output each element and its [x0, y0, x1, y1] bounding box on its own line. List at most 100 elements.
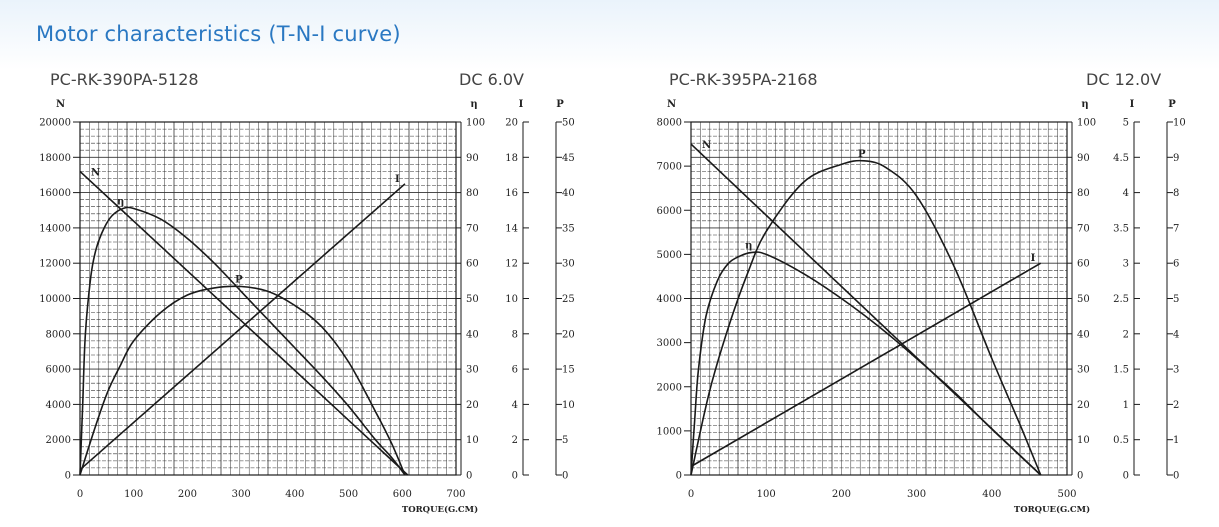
tick-label-p: 3 [1173, 365, 1179, 376]
axis-label-n: N [667, 99, 676, 110]
tick-label-eta: 70 [466, 223, 479, 234]
tick-label-eta: 100 [466, 118, 485, 129]
tick-label-i: 2.5 [1113, 294, 1129, 305]
tick-label-p: 8 [1173, 188, 1179, 199]
tick-label-eta: 40 [1077, 329, 1090, 340]
tick-label-p: 9 [1173, 153, 1179, 164]
tick-label-p: 1 [1173, 435, 1179, 446]
tick-label-p: 10 [562, 400, 575, 411]
tick-label-n: 7000 [657, 162, 682, 173]
tick-label-n: 5000 [657, 250, 682, 261]
tick-label-x: 200 [832, 489, 851, 500]
tick-label-x: 700 [446, 489, 465, 500]
tick-label-eta: 40 [466, 329, 479, 340]
tick-label-n: 4000 [657, 294, 682, 305]
series-label-p: P [235, 274, 243, 285]
tick-label-n: 18000 [39, 153, 71, 164]
series-line-eta [79, 206, 406, 476]
tick-label-p: 7 [1173, 223, 1179, 234]
axis-label-eta: η [1081, 99, 1088, 110]
tick-label-p: 20 [562, 329, 575, 340]
tick-label-i: 3 [1123, 259, 1129, 270]
tick-label-eta: 60 [466, 259, 479, 270]
tick-label-eta: 30 [466, 365, 479, 376]
series-label-eta: η [117, 196, 124, 207]
series-label-eta: η [745, 241, 752, 252]
tick-label-x: 300 [907, 489, 926, 500]
x-axis-title: TORQUE(G.CM) [402, 504, 478, 515]
tick-label-p: 0 [562, 471, 568, 482]
tick-label-eta: 50 [466, 294, 479, 305]
tick-label-eta: 30 [1077, 365, 1090, 376]
tick-label-eta: 0 [466, 471, 472, 482]
tick-label-x: 500 [1057, 489, 1076, 500]
tick-label-n: 0 [676, 471, 682, 482]
tick-label-eta: 10 [1077, 435, 1090, 446]
tick-label-x: 200 [178, 489, 197, 500]
tick-label-eta: 90 [466, 153, 479, 164]
chart-1-model-label: PC-RK-390PA-5128 [50, 70, 199, 89]
tick-label-x: 500 [339, 489, 358, 500]
axis-label-i: I [1130, 99, 1135, 110]
tick-label-p: 50 [562, 118, 575, 129]
page-title: Motor characteristics (T-N-I curve) [36, 22, 401, 46]
tick-label-n: 2000 [657, 382, 682, 393]
tick-label-n: 6000 [46, 365, 71, 376]
tick-label-i: 6 [512, 365, 518, 376]
series-label-n: N [91, 167, 100, 178]
tick-label-x: 600 [393, 489, 412, 500]
tick-label-n: 14000 [39, 223, 71, 234]
tick-label-p: 25 [562, 294, 575, 305]
tick-label-x: 100 [124, 489, 143, 500]
tick-label-p: 30 [562, 259, 575, 270]
tick-label-i: 0.5 [1113, 435, 1129, 446]
tick-label-i: 2 [1123, 329, 1129, 340]
tick-label-i: 2 [512, 435, 518, 446]
tick-label-i: 3.5 [1113, 223, 1129, 234]
tick-label-i: 14 [505, 223, 518, 234]
tick-label-n: 0 [65, 471, 71, 482]
tick-label-p: 0 [1173, 471, 1179, 482]
tick-label-n: 3000 [657, 338, 682, 349]
tick-label-eta: 10 [466, 435, 479, 446]
series-label-n: N [702, 140, 711, 151]
tick-label-p: 2 [1173, 400, 1179, 411]
tick-label-p: 35 [562, 223, 575, 234]
tick-label-x: 300 [232, 489, 251, 500]
tick-label-eta: 20 [466, 400, 479, 411]
tick-label-i: 4.5 [1113, 153, 1129, 164]
axis-label-i: I [519, 99, 524, 110]
tick-label-n: 2000 [46, 435, 71, 446]
tick-label-p: 4 [1173, 329, 1179, 340]
tick-label-i: 1.5 [1113, 365, 1129, 376]
tick-label-eta: 70 [1077, 223, 1090, 234]
series-line-eta [690, 251, 1042, 476]
tick-label-n: 4000 [46, 400, 71, 411]
series-line-p [79, 285, 406, 476]
tick-label-i: 16 [505, 188, 518, 199]
series-label-p: P [858, 149, 866, 160]
tick-label-i: 4 [1123, 188, 1129, 199]
tick-label-eta: 0 [1077, 471, 1083, 482]
tick-label-x: 100 [757, 489, 776, 500]
tick-label-eta: 100 [1077, 118, 1096, 129]
tick-label-eta: 90 [1077, 153, 1090, 164]
tick-label-n: 12000 [39, 259, 71, 270]
tick-label-p: 45 [562, 153, 575, 164]
tick-label-x: 400 [285, 489, 304, 500]
tick-label-x: 400 [982, 489, 1001, 500]
axis-label-n: N [56, 99, 65, 110]
tick-label-p: 40 [562, 188, 575, 199]
tick-label-i: 1 [1123, 400, 1129, 411]
tick-label-eta: 20 [1077, 400, 1090, 411]
tick-label-p: 10 [1173, 118, 1186, 129]
tick-label-p: 6 [1173, 259, 1179, 270]
chart-2-model-label: PC-RK-395PA-2168 [669, 70, 818, 89]
axis-label-p: P [1168, 99, 1176, 110]
tick-label-eta: 50 [1077, 294, 1090, 305]
tick-label-i: 0 [1123, 471, 1129, 482]
tick-label-i: 20 [505, 118, 518, 129]
series-label-i: I [1031, 253, 1036, 264]
tick-label-x: 0 [77, 489, 83, 500]
